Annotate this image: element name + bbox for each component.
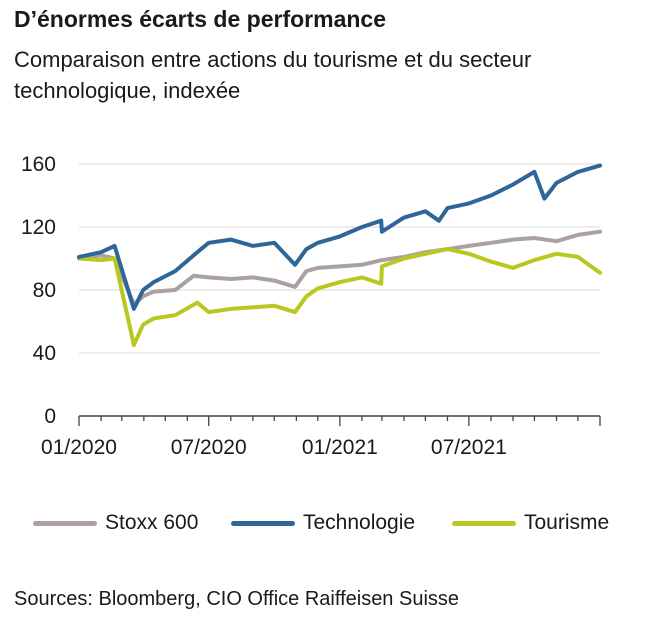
x-tick-label: 01/2021 — [302, 436, 378, 459]
legend-swatch-stoxx-600 — [33, 520, 97, 526]
legend-item-stoxx-600: Stoxx 600 — [33, 508, 198, 538]
line-chart: 0 40 80 120 160 01/2020 07/2020 01/2021 07/2021 — [21, 153, 602, 459]
y-tick-label: 160 — [21, 153, 56, 176]
x-tick-label: 07/2020 — [171, 436, 247, 459]
source-note: Sources: Bloomberg, CIO Office Raiffeise… — [14, 588, 460, 610]
chart-subtitle: Comparaison entre actions du tourisme et… — [14, 47, 532, 103]
series-line-technologie — [77, 163, 602, 311]
legend-label-technologie: Technologie — [303, 511, 416, 534]
legend-swatch-tourisme — [452, 520, 516, 526]
series-line-stoxx-600 — [77, 229, 602, 307]
legend-item-tourisme: Tourisme — [452, 508, 609, 538]
x-tick-label: 07/2021 — [431, 436, 507, 459]
legend-label-stoxx-600: Stoxx 600 — [105, 511, 199, 534]
chart-legend: Stoxx 600 Technologie Tourisme — [33, 508, 633, 538]
legend-label-tourisme: Tourisme — [524, 511, 610, 534]
x-tick-label: 01/2020 — [41, 436, 117, 459]
y-tick-label: 40 — [33, 342, 56, 365]
y-tick-label: 120 — [21, 216, 56, 239]
y-tick-label: 80 — [33, 279, 56, 302]
y-tick-label: 0 — [44, 405, 56, 428]
series-line-tourisme — [77, 247, 602, 348]
chart-title: D’énormes écarts de performance — [14, 6, 386, 32]
legend-swatch-technologie — [231, 520, 295, 526]
legend-item-technologie: Technologie — [231, 508, 415, 538]
